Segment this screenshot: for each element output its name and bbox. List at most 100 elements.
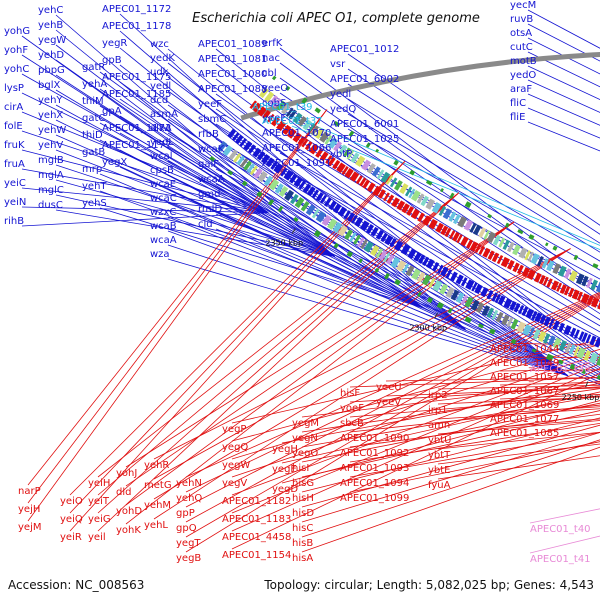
reverse-gene-label: APEC01_4458 xyxy=(222,532,291,543)
feature-segment xyxy=(573,329,580,339)
feature-segment xyxy=(358,258,363,264)
reverse-gene-label: yehQ xyxy=(176,493,202,504)
reverse-gene-label: yeeU xyxy=(376,382,402,393)
feature-segment xyxy=(559,284,567,295)
forward-gene-label: dcd xyxy=(150,95,168,106)
leader-line xyxy=(349,432,600,478)
leader-line xyxy=(349,413,600,448)
feature-segment xyxy=(501,314,510,326)
leader-line xyxy=(167,146,569,377)
feature-segment xyxy=(402,263,410,274)
reverse-gene-label: gpQ xyxy=(176,523,197,534)
feature-segment xyxy=(469,241,479,252)
forward-gene-label: bglX xyxy=(38,80,60,91)
reverse-gene-label: hisA xyxy=(292,553,313,564)
feature-segment xyxy=(253,168,263,179)
feature-segment xyxy=(546,260,555,272)
feature-segment xyxy=(411,268,421,280)
feature-segment xyxy=(524,250,532,261)
forward-gene-label: erfK xyxy=(262,38,283,49)
feature-segment xyxy=(337,206,347,217)
feature-segment xyxy=(444,227,452,238)
feature-segment xyxy=(332,221,343,234)
feature-segment xyxy=(448,230,456,240)
forward-gene-label: yeeO xyxy=(262,83,288,94)
feature-segment xyxy=(292,132,302,143)
leader-line xyxy=(21,206,269,214)
feature-segment xyxy=(391,197,401,208)
feature-segment xyxy=(422,256,430,266)
feature-segment xyxy=(361,159,372,171)
feature-segment xyxy=(359,220,370,232)
feature-segment xyxy=(581,275,589,287)
map-title: Escherichia coli APEC O1, complete genom… xyxy=(192,11,480,26)
leader-line xyxy=(185,296,600,538)
forward-gene-label: yehT xyxy=(82,181,107,192)
reverse-gene-label: dld xyxy=(116,487,131,498)
feature-segment xyxy=(450,271,458,282)
feature-segment xyxy=(470,299,480,311)
feature-segment xyxy=(491,292,498,302)
feature-segment xyxy=(288,109,298,120)
feature-segment xyxy=(333,242,339,249)
feature-segment xyxy=(456,234,463,244)
leader-line xyxy=(281,111,600,246)
reverse-gene-label: APEC01_1044 xyxy=(490,344,559,355)
feature-segment xyxy=(595,281,600,293)
forward-gene-label: fliC xyxy=(510,98,526,109)
feature-segment xyxy=(465,279,475,290)
forward-gene-label: wza xyxy=(150,249,170,260)
feature-segment xyxy=(247,144,257,154)
reverse-gene-label: hisG xyxy=(292,478,314,489)
feature-segment xyxy=(543,333,551,344)
feature-segment xyxy=(396,260,407,272)
leader-line xyxy=(21,212,269,227)
feature-segment xyxy=(385,175,394,185)
feature-segment xyxy=(327,218,338,230)
feature-segment xyxy=(313,229,322,238)
feature-segment xyxy=(492,234,501,246)
leader-line xyxy=(27,109,328,504)
forward-gene-label: yedK xyxy=(150,53,175,64)
tick-mark xyxy=(434,312,438,319)
feature-segment xyxy=(393,159,399,166)
feature-segment xyxy=(503,298,513,309)
feature-segment xyxy=(478,227,487,238)
forward-gene-label: nac xyxy=(262,53,280,64)
feature-segment xyxy=(236,155,246,166)
forward-gene-label: mglB xyxy=(38,155,64,166)
leader-line xyxy=(437,384,600,390)
feature-segment xyxy=(384,272,390,280)
feature-segment xyxy=(319,194,328,204)
tick-mark xyxy=(585,381,589,388)
forward-gene-label: APEC01_1173 xyxy=(102,123,171,134)
leader-line xyxy=(347,53,600,226)
forward-gene-label: yehW xyxy=(38,125,66,136)
leader-line xyxy=(99,190,425,309)
feature-segment xyxy=(274,183,284,194)
reverse-gene-label: yegE xyxy=(272,464,297,475)
forward-gene-label: APEC01_1091 xyxy=(262,158,331,169)
feature-segment xyxy=(344,229,354,240)
leader-line xyxy=(281,382,600,444)
forward-gene-label: folE xyxy=(4,121,23,132)
feature-segment xyxy=(393,240,404,252)
forward-gene-label: yeiN xyxy=(4,197,26,208)
leader-line xyxy=(347,158,600,289)
feature-segment xyxy=(453,213,461,225)
feature-segment xyxy=(469,222,477,233)
forward-gene-label: yegR xyxy=(102,38,127,49)
trna-label: APEC01_t41 xyxy=(530,554,591,565)
feature-segment xyxy=(573,254,579,261)
feature-segment xyxy=(428,277,436,288)
feature-segment xyxy=(541,258,549,269)
feature-segment xyxy=(497,295,506,306)
feature-segment xyxy=(325,155,333,165)
feature-segment xyxy=(394,179,403,191)
reverse-gene-label: yejM xyxy=(18,522,41,533)
feature-segment xyxy=(399,183,409,195)
forward-gene-label: yeiC xyxy=(4,178,26,189)
feature-segment xyxy=(486,231,497,243)
feature-segment xyxy=(428,218,438,230)
